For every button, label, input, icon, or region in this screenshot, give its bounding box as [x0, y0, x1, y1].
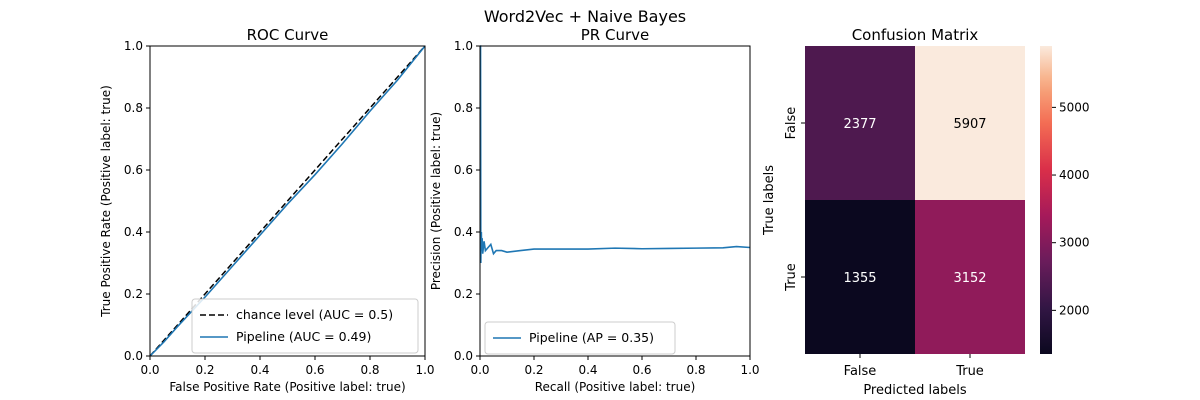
chart-title: ROC Curve: [247, 26, 329, 44]
plot-frame: [479, 45, 751, 357]
y-tick-label: 0.4: [454, 225, 473, 239]
y-tick-label: 0.2: [454, 287, 473, 301]
confusion-matrix-chart: 2377 5907 1355 3152 False True False True Confus…: [762, 26, 1090, 398]
x-tick-label: 0.4: [250, 363, 269, 377]
y-tick-label: 0.6: [454, 163, 473, 177]
legend-label-0: Pipeline (AP = 0.35): [529, 330, 654, 345]
figure-suptitle: Word2Vec + Naive Bayes: [484, 7, 686, 26]
y-tick-label: 0.6: [124, 163, 143, 177]
series-line-0: [479, 45, 751, 264]
x-tick-label: 0.6: [632, 363, 651, 377]
y-axis-label: True Positive Rate (Positive label: true…: [99, 85, 113, 318]
pr-chart: 0.0 0.2 0.4 0.6 0.8 1.0 0.0 0.2 0.4 0.6 0.8 1.0 PR C…: [429, 26, 760, 394]
series-line-1: [149, 45, 426, 357]
colorbar-tick-label: 3000: [1059, 236, 1090, 250]
y-tick-label: 0.0: [454, 349, 473, 363]
x-tick-label: 0.8: [686, 363, 705, 377]
y-tick-label: 0.4: [124, 225, 143, 239]
colorbar: [1040, 46, 1052, 354]
chart-title: PR Curve: [581, 26, 650, 44]
legend-box: [484, 321, 676, 355]
series-line-0: [149, 45, 426, 357]
x-tick-label: 1.0: [415, 363, 434, 377]
y-axis-label: True labels: [762, 165, 777, 236]
colorbar-tick-label: 5000: [1059, 100, 1090, 114]
x-category-label: False: [844, 364, 877, 379]
x-tick-label: 0.6: [305, 363, 324, 377]
heatmap-value: 5907: [953, 117, 986, 132]
x-axis-label: Predicted labels: [863, 383, 967, 398]
legend-label-0: chance level (AUC = 0.5): [236, 307, 393, 322]
y-tick-label: 0.8: [124, 101, 143, 115]
x-tick-label: 0.0: [140, 363, 159, 377]
x-category-label: True: [955, 364, 984, 379]
x-tick-label: 0.0: [470, 363, 489, 377]
legend-box: [191, 298, 419, 354]
roc-chart: 0.0 0.2 0.4 0.6 0.8 1.0 0.0 0.2 0.4 0.6 0.8 1.0 ROC …: [99, 26, 435, 394]
x-axis-label: False Positive Rate (Positive label: tru…: [169, 380, 405, 394]
y-tick-label: 1.0: [454, 39, 473, 53]
y-category-label: False: [784, 107, 799, 140]
heatmap-value: 1355: [843, 271, 876, 286]
x-tick-label: 1.0: [740, 363, 759, 377]
plot-frame: [149, 45, 426, 357]
legend-label-1: Pipeline (AUC = 0.49): [236, 329, 371, 344]
x-axis-label: Recall (Positive label: true): [535, 380, 696, 394]
legend: chance level (AUC = 0.5) Pipeline (AUC = …: [191, 298, 419, 354]
y-axis-label: Precision (Positive label: true): [429, 112, 443, 290]
y-tick-label: 0.8: [454, 101, 473, 115]
heatmap-cell: [915, 46, 1025, 200]
y-tick-label: 0.2: [124, 287, 143, 301]
colorbar-tick-label: 4000: [1059, 168, 1090, 182]
y-tick-label: 0.0: [124, 349, 143, 363]
heatmap-cell: [805, 200, 915, 354]
heatmap-value: 2377: [843, 117, 876, 132]
colorbar-tick-label: 2000: [1059, 303, 1090, 317]
x-tick-label: 0.8: [360, 363, 379, 377]
x-tick-label: 0.2: [524, 363, 543, 377]
y-category-label: True: [784, 263, 799, 292]
heatmap-cell: [915, 200, 1025, 354]
y-tick-label: 1.0: [124, 39, 143, 53]
heatmap-cell: [805, 46, 915, 200]
chart-title: Confusion Matrix: [852, 26, 979, 44]
heatmap-value: 3152: [953, 271, 986, 286]
x-tick-label: 0.4: [578, 363, 597, 377]
x-tick-label: 0.2: [195, 363, 214, 377]
legend: Pipeline (AP = 0.35): [484, 321, 676, 355]
